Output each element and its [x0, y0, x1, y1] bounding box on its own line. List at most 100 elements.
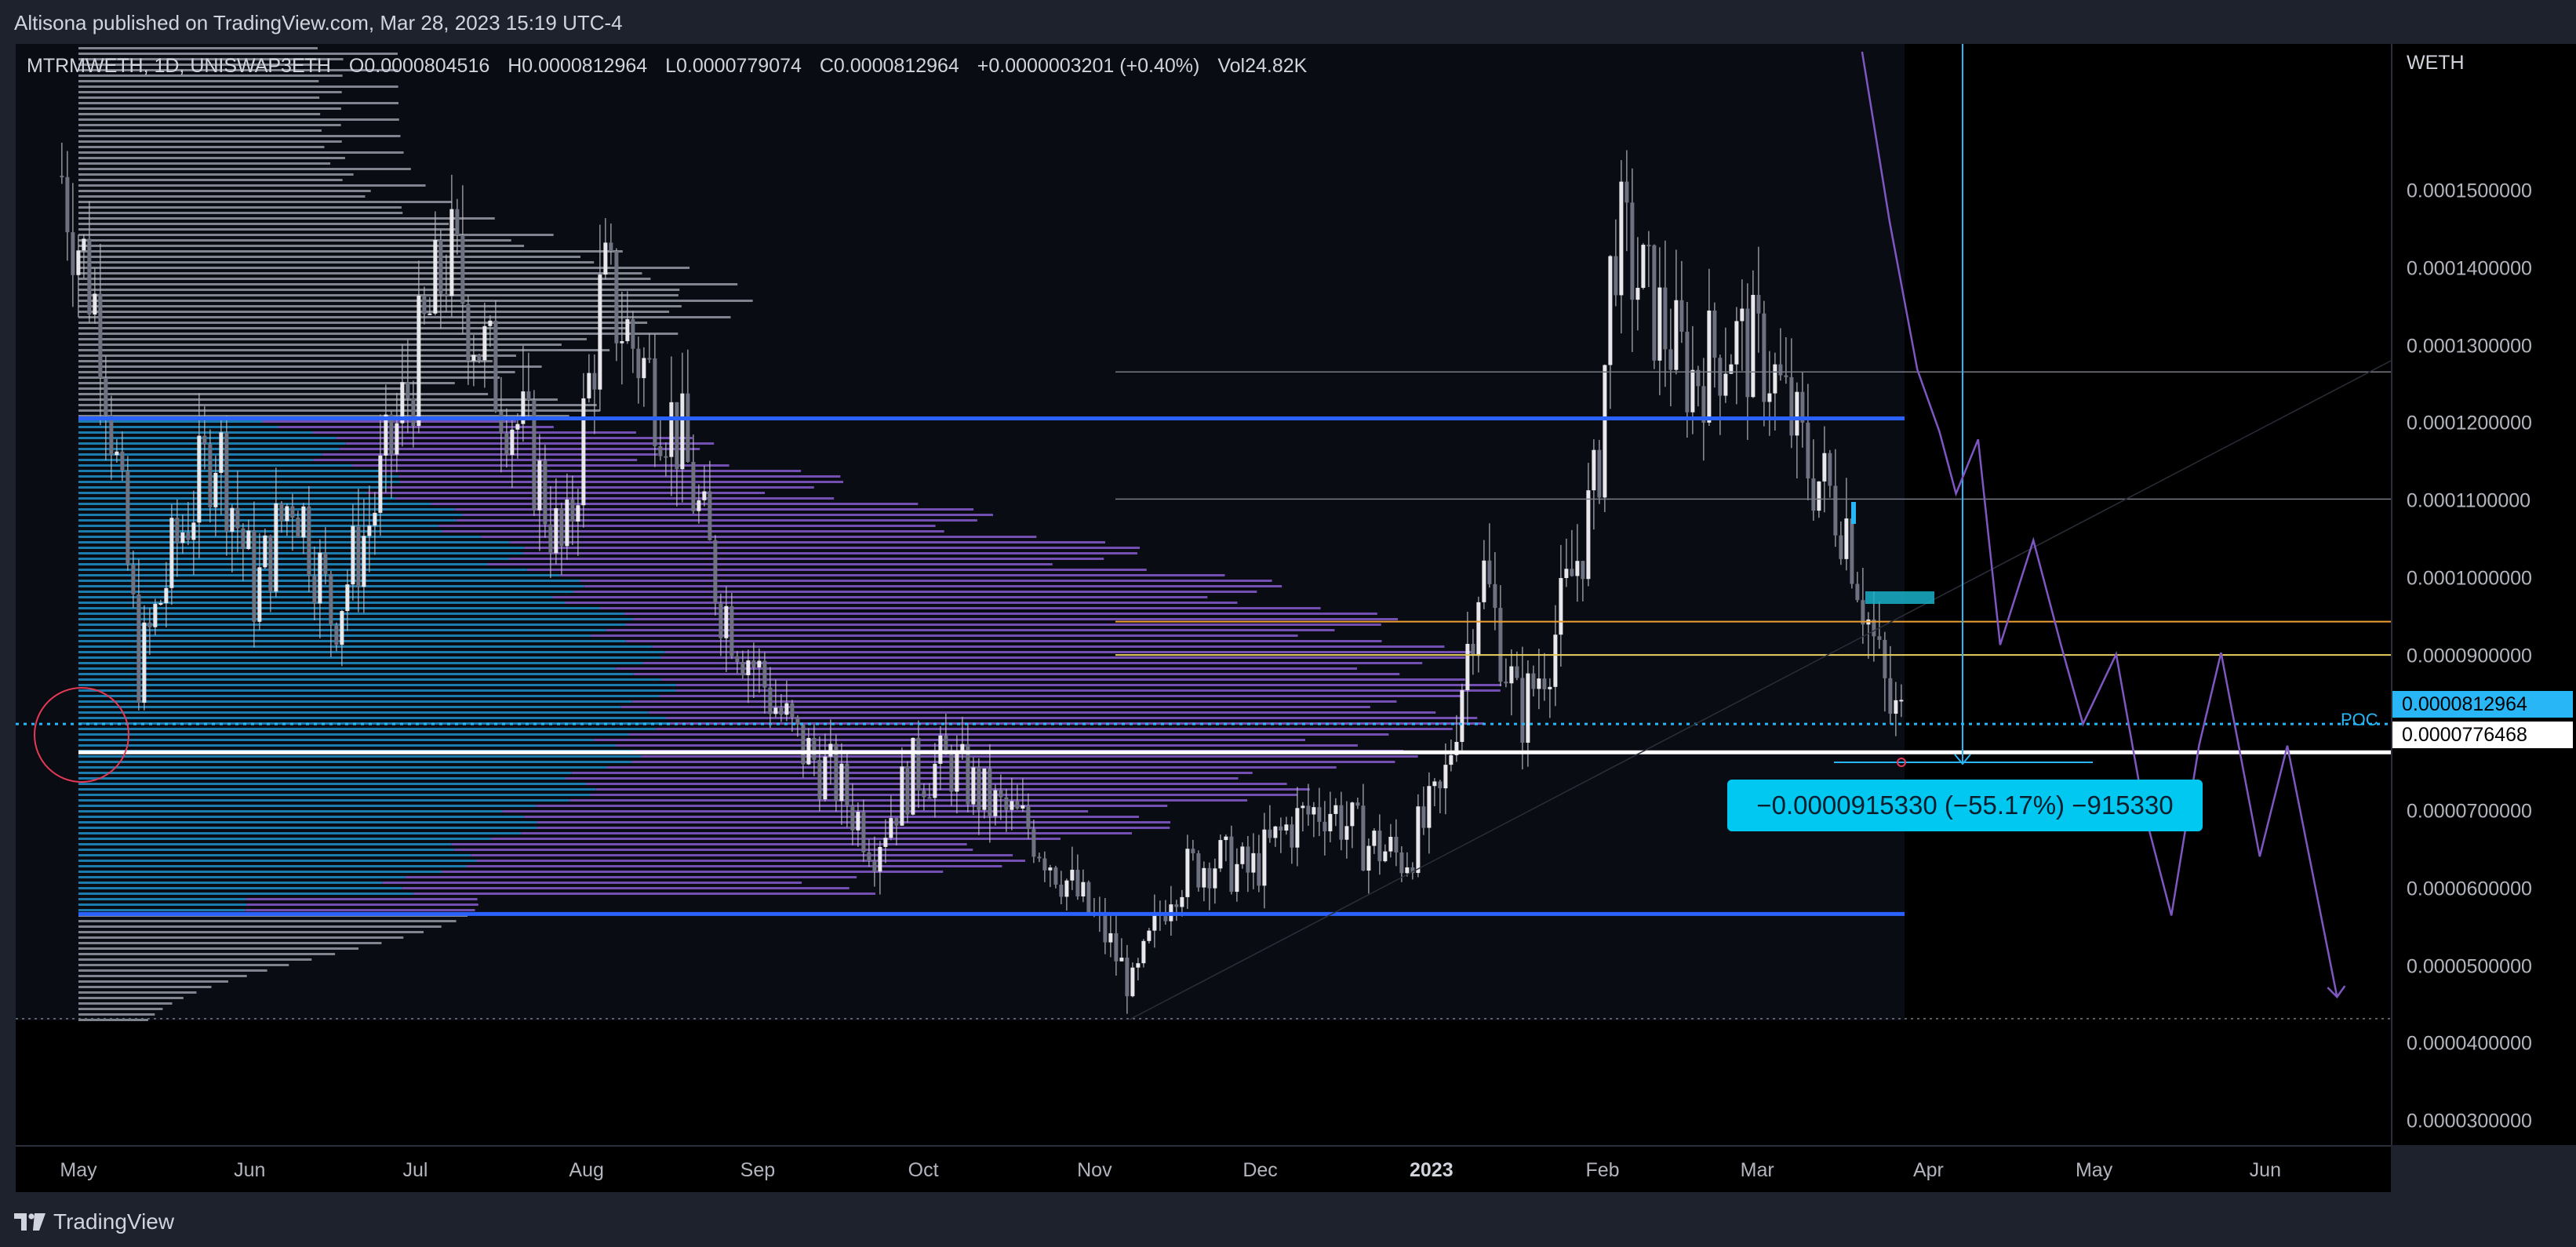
symbol-legend[interactable]: MTRMWETH, 1D, UNISWAP3ETH O0.0000804516 … — [27, 55, 1319, 78]
candle-body — [1800, 391, 1805, 423]
profile-bar — [78, 382, 455, 384]
profile-bar — [641, 755, 1418, 758]
profile-bar — [462, 514, 993, 516]
projection-path[interactable] — [1861, 51, 2338, 998]
candle-body — [180, 532, 185, 544]
candle-body — [1410, 867, 1415, 874]
profile-bar — [78, 805, 537, 807]
candle-body — [65, 176, 70, 233]
profile-bar — [466, 865, 1002, 867]
profile-bar — [402, 887, 850, 889]
candle-body — [428, 313, 432, 315]
candle-body — [98, 293, 103, 378]
candle-body — [1152, 912, 1157, 931]
candle-body — [1690, 369, 1695, 413]
profile-bar — [78, 766, 607, 769]
candle-body — [713, 540, 718, 604]
candle-body — [1619, 181, 1624, 296]
profile-bar — [78, 404, 597, 406]
profile-bar — [78, 91, 342, 93]
candle-body — [1641, 245, 1646, 289]
profile-bar — [78, 942, 382, 944]
price-tick: 0.0000900000 — [2407, 645, 2532, 667]
legend-change: +0.0000003201 (+0.40%) — [977, 55, 1200, 77]
time-tick: Dec — [1243, 1159, 1278, 1181]
profile-bar — [78, 234, 554, 236]
future-area — [1905, 44, 2391, 1145]
marker-box[interactable] — [1851, 502, 1856, 524]
candle-body — [620, 341, 624, 344]
highlight-box[interactable] — [1865, 591, 1934, 604]
highlight-circle[interactable] — [34, 687, 129, 783]
candle-body — [367, 525, 372, 536]
candle-body — [1575, 561, 1580, 576]
candle-body — [356, 525, 361, 587]
profile-bar — [624, 613, 1377, 615]
candle-body — [1888, 678, 1893, 714]
profile-bar — [78, 722, 669, 725]
profile-bar — [509, 558, 1104, 560]
publish-header: Altisona published on TradingView.com, M… — [0, 0, 2576, 44]
time-tick: Jul — [402, 1159, 428, 1181]
candle-body — [1553, 634, 1558, 687]
profile-bar — [625, 640, 1382, 642]
profile-bar — [78, 964, 289, 966]
profile-bar — [78, 920, 457, 922]
trend-line[interactable] — [1129, 360, 2391, 1020]
candle-body — [982, 768, 987, 810]
candle-body — [169, 518, 174, 588]
candle-body — [911, 737, 915, 815]
profile-bar — [78, 947, 359, 950]
candle-body — [1773, 364, 1777, 394]
profile-bar — [78, 151, 404, 154]
candle-body — [482, 325, 487, 361]
candle-body — [1081, 882, 1086, 897]
candle-body — [872, 860, 877, 872]
profile-bar — [480, 536, 1037, 538]
legend-symbol[interactable]: MTRMWETH, 1D, UNISWAP3ETH — [27, 55, 331, 77]
price-range-measure-label[interactable]: −0.0000915330 (−55.17%) −915330 — [1727, 780, 2203, 831]
candle-body — [1707, 311, 1712, 423]
tradingview-logo[interactable]: TradingView — [14, 1209, 174, 1234]
profile-bar — [78, 898, 246, 900]
profile-bar — [78, 47, 318, 49]
candle-body — [1048, 867, 1053, 871]
candle-body — [1246, 846, 1250, 873]
time-tick: 2023 — [1409, 1159, 1454, 1181]
profile-bar — [600, 607, 1321, 609]
candle-body — [1163, 916, 1168, 922]
time-scale[interactable] — [16, 1145, 2391, 1194]
candle-body — [1191, 849, 1195, 854]
profile-bar — [395, 497, 835, 500]
profile-bar — [78, 706, 621, 708]
price-tick: 0.0000300000 — [2407, 1110, 2532, 1132]
profile-bar — [78, 53, 398, 55]
profile-bar — [78, 278, 651, 280]
candle-body — [1251, 853, 1256, 873]
price-scale[interactable] — [2391, 44, 2576, 1145]
profile-bar — [78, 64, 318, 66]
candle-body — [740, 662, 745, 675]
profile-bar — [509, 541, 1105, 544]
candle-body — [933, 763, 937, 798]
candle-body — [675, 402, 679, 470]
candle-body — [977, 767, 981, 810]
profile-bar — [78, 497, 396, 500]
candle-body — [1432, 781, 1437, 787]
candle-body — [730, 605, 734, 656]
profile-bar — [593, 739, 1305, 741]
candle-body — [1817, 481, 1821, 511]
candle-body — [1130, 967, 1135, 997]
profile-bar — [552, 596, 1208, 598]
profile-bar — [78, 969, 267, 972]
candle-body — [576, 505, 580, 522]
candle-body — [230, 507, 235, 532]
profile-bar — [78, 744, 616, 747]
profile-bar — [78, 140, 342, 143]
candle-body — [1147, 930, 1152, 941]
candle-body — [340, 611, 344, 645]
profile-bar — [526, 569, 1147, 571]
candle-body — [1399, 852, 1404, 874]
candle-body — [241, 528, 246, 550]
candle-body — [1745, 308, 1750, 398]
